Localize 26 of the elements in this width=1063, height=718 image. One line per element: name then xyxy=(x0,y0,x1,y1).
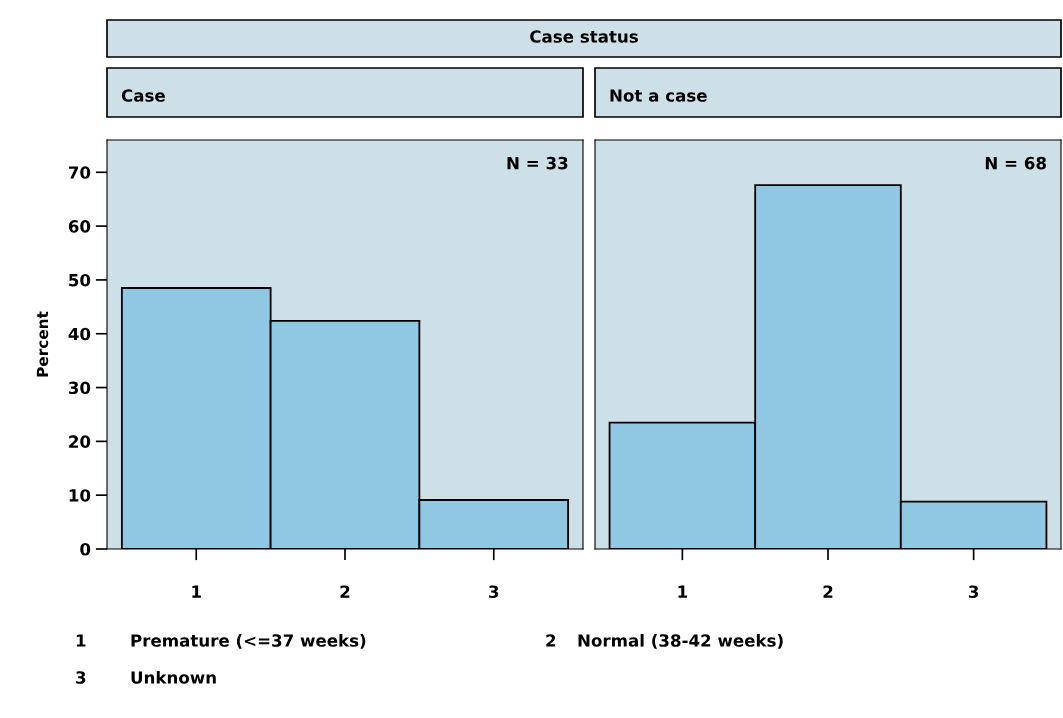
y-tick-label: 40 xyxy=(68,327,91,341)
y-axis-title: Percent xyxy=(36,311,49,377)
annotation: N = 33 xyxy=(507,156,568,170)
y-tick-label: 30 xyxy=(68,381,91,395)
chart-title: Case xyxy=(121,89,165,102)
x-tick-label: 1 xyxy=(678,585,688,598)
text: Premature (<=37 weeks) xyxy=(131,633,366,649)
x-tick-label: 2 xyxy=(340,585,350,598)
text: 1 xyxy=(76,634,86,647)
y-tick-label: 50 xyxy=(69,273,91,287)
chart-title: Not a case xyxy=(610,89,707,102)
text: Unknown xyxy=(131,670,216,684)
x-tick-label: 1 xyxy=(192,585,201,598)
x-tick-label: 3 xyxy=(968,585,979,599)
text: 3 xyxy=(76,671,86,684)
text: 2 xyxy=(546,634,556,647)
y-tick-label: 20 xyxy=(69,435,91,448)
x-tick-label: 2 xyxy=(823,585,833,598)
y-tick-label: 10 xyxy=(69,489,91,502)
annotation: N = 68 xyxy=(985,156,1046,170)
y-tick-label: 0 xyxy=(80,542,91,556)
text: Normal (38-42 weeks) xyxy=(578,633,783,649)
x-tick-label: 3 xyxy=(489,585,499,599)
y-tick-label: 60 xyxy=(68,220,91,233)
text: Case status xyxy=(530,30,638,43)
y-tick-label: 70 xyxy=(68,166,91,179)
